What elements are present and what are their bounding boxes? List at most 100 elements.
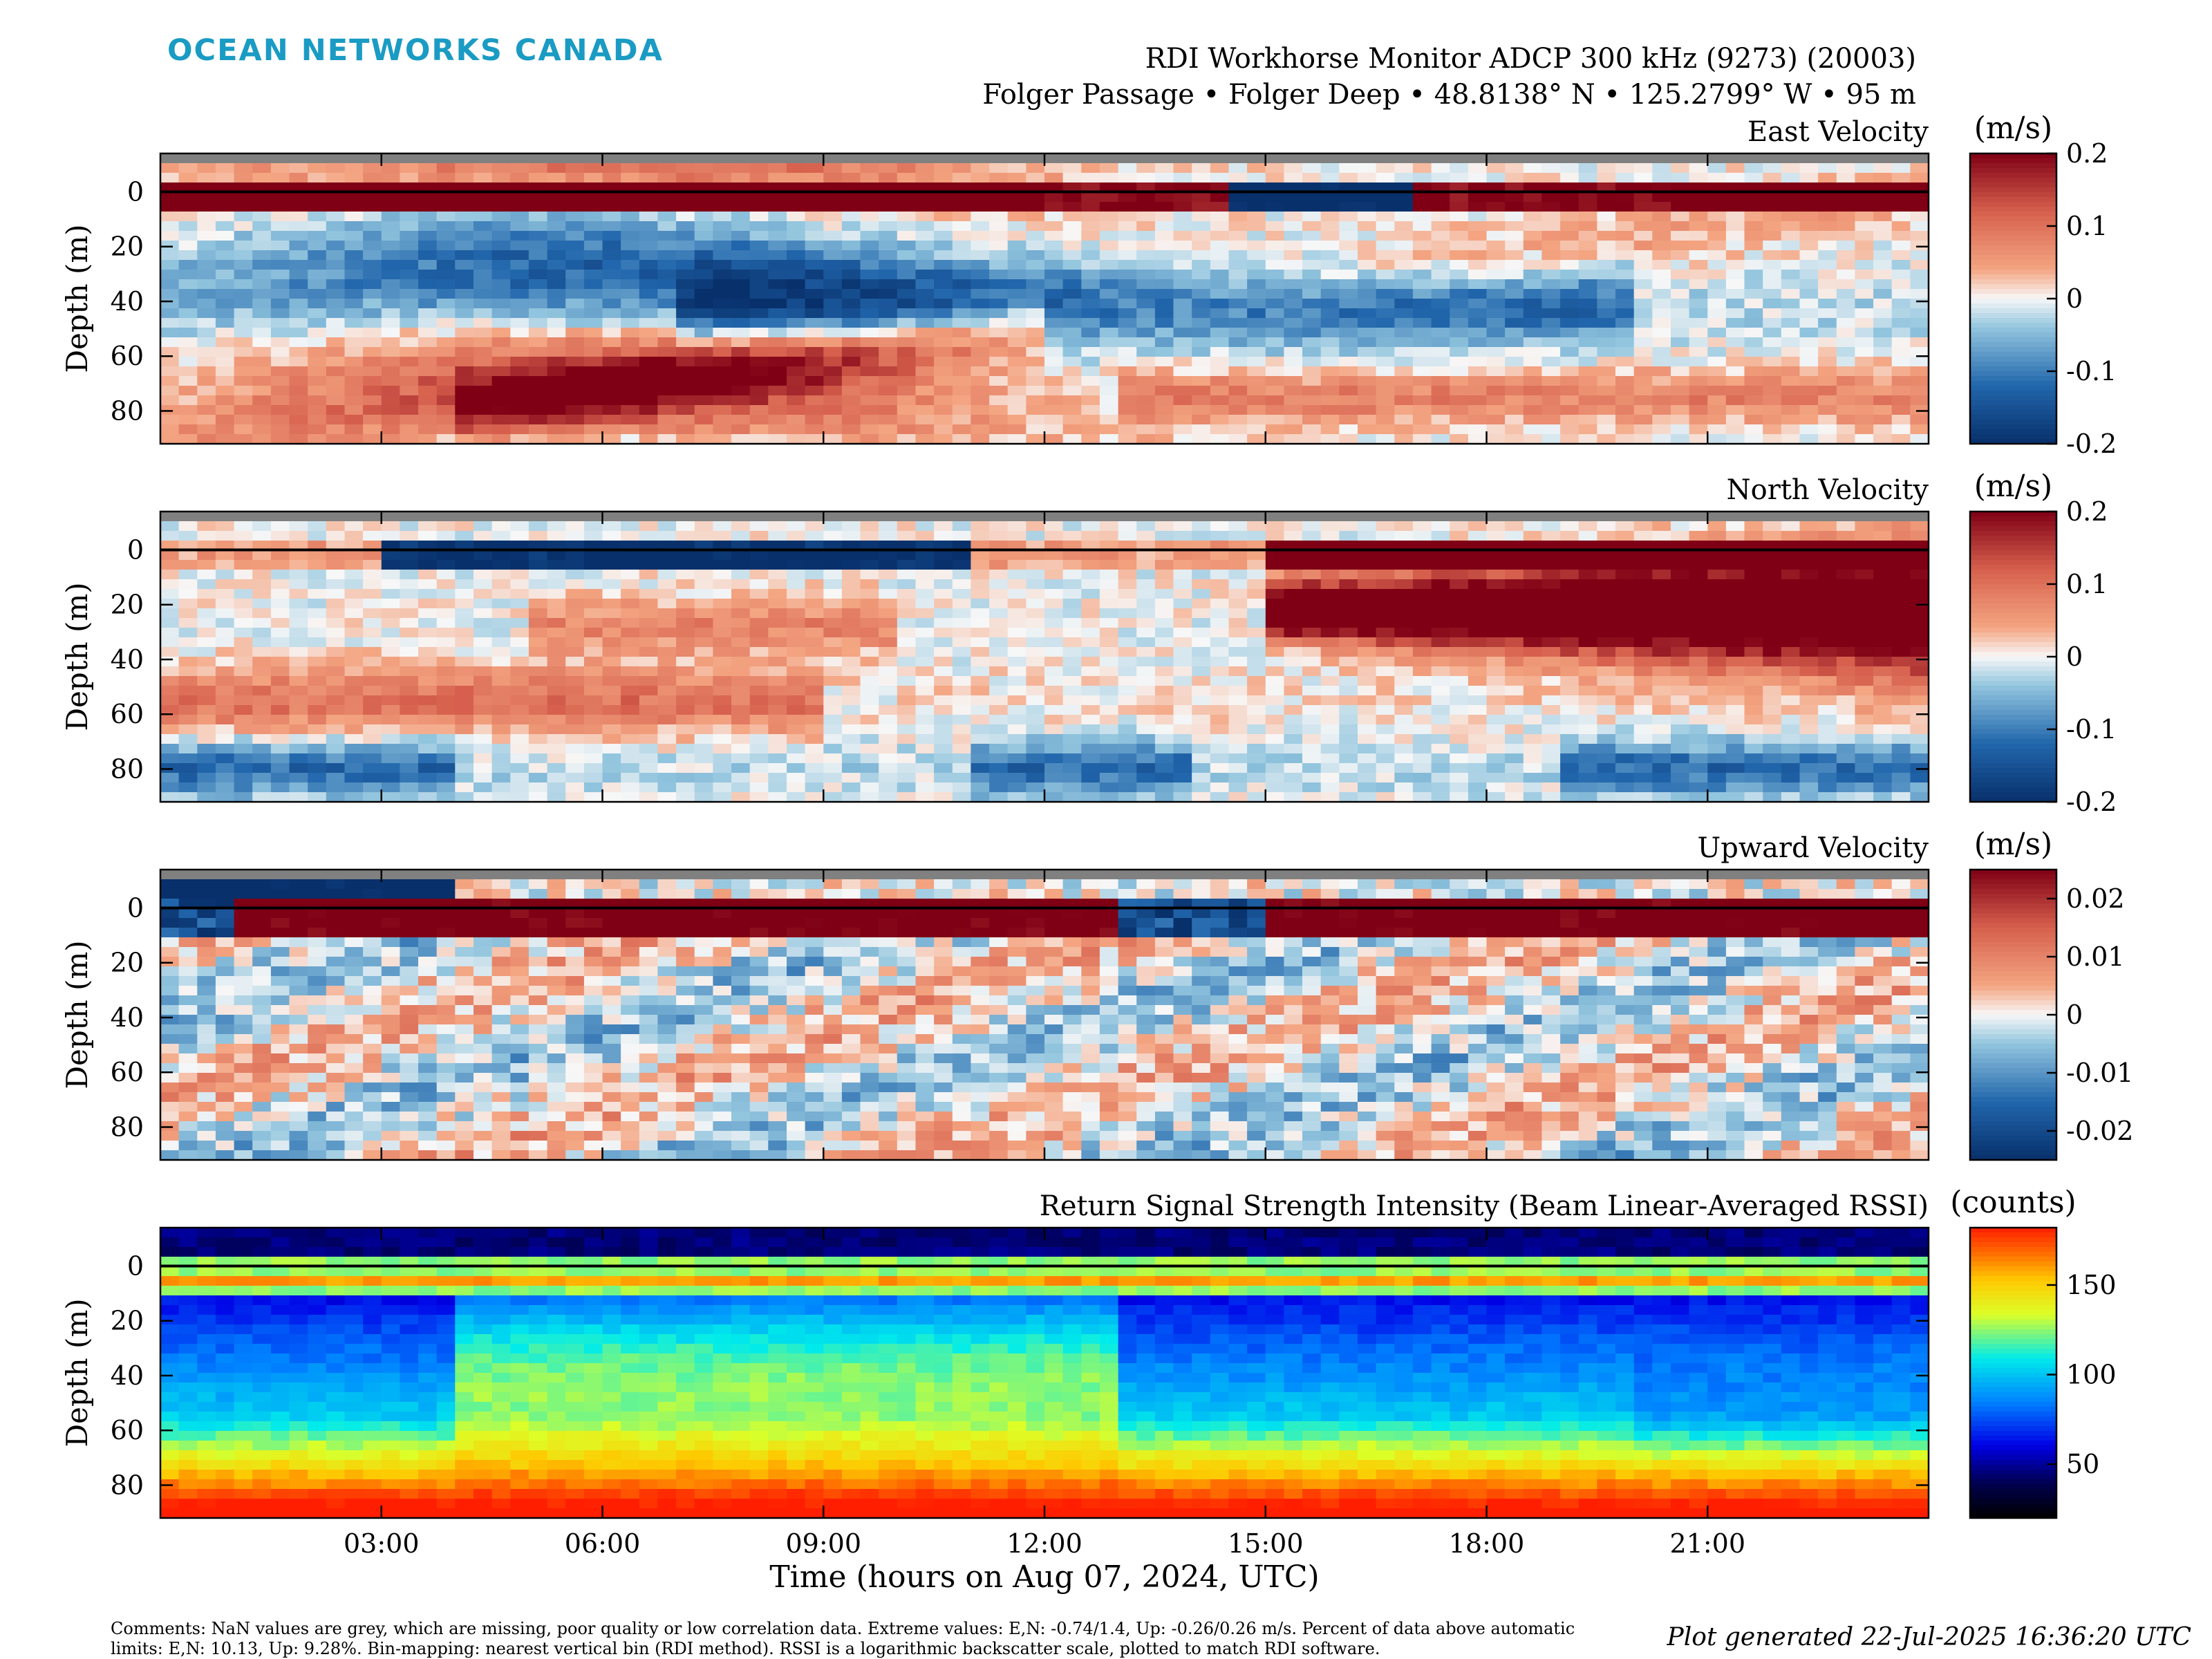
heatmap-cell (583, 773, 603, 783)
heatmap-cell (823, 415, 843, 425)
heatmap-cell (1781, 260, 1800, 270)
heatmap-cell (879, 753, 898, 764)
heatmap-cell (657, 560, 677, 570)
heatmap-cell (474, 405, 493, 415)
heatmap-cell (934, 792, 953, 803)
heatmap-cell (1154, 589, 1174, 599)
heatmap-cell (787, 231, 806, 241)
heatmap-cell (528, 792, 548, 803)
heatmap-cell (1818, 192, 1837, 203)
heatmap-cell (510, 299, 529, 309)
heatmap-cell (1192, 763, 1211, 774)
heatmap-cell (1302, 386, 1322, 396)
heatmap-cell (418, 715, 438, 725)
heatmap-cell (1099, 221, 1119, 232)
heatmap-cell (841, 521, 861, 532)
heatmap-cell (1633, 308, 1653, 319)
heatmap-cell (1284, 763, 1303, 774)
heatmap-cell (1394, 231, 1414, 241)
heatmap-cell (197, 666, 216, 677)
heatmap-cell (1339, 182, 1358, 193)
heatmap-cell (1394, 424, 1414, 435)
heatmap-cell (1615, 366, 1635, 377)
heatmap-cell (897, 541, 916, 551)
heatmap-cell (1763, 357, 1782, 367)
heatmap-cell (1118, 415, 1137, 425)
heatmap-cell (1154, 579, 1174, 590)
heatmap-cell (1302, 366, 1322, 377)
heatmap-cell (1284, 260, 1303, 270)
heatmap-cell (1431, 424, 1450, 435)
heatmap-cell (1154, 695, 1174, 706)
heatmap-cell (160, 753, 180, 764)
heatmap-cell (639, 686, 658, 696)
heatmap-cell (1450, 173, 1469, 183)
heatmap-cell (583, 366, 603, 377)
heatmap-cell (1192, 686, 1211, 696)
heatmap-cell (1725, 357, 1745, 367)
heatmap-cell (234, 773, 253, 783)
heatmap-cell (915, 589, 935, 599)
heatmap-cell (713, 153, 732, 164)
heatmap-cell (860, 434, 879, 444)
heatmap-cell (694, 318, 713, 328)
heatmap-cell (1376, 434, 1395, 444)
heatmap-cell (1541, 386, 1561, 396)
heatmap-cell (713, 647, 732, 657)
heatmap-cell (897, 637, 916, 648)
heatmap-cell (749, 753, 769, 764)
heatmap-cell (731, 753, 751, 764)
heatmap-cell (197, 676, 216, 686)
heatmap-cell (381, 647, 400, 657)
heatmap-cell (934, 637, 953, 648)
heatmap-cell (344, 366, 364, 377)
heatmap-cell (1081, 570, 1100, 580)
heatmap-cell (1523, 250, 1542, 261)
heatmap-cell (308, 182, 327, 193)
heatmap-cell (934, 405, 953, 415)
heatmap-cell (1099, 250, 1119, 261)
heatmap-cell (1081, 337, 1100, 348)
heatmap-cell (178, 541, 198, 551)
colorbar-step (1970, 226, 2056, 232)
heatmap-cell (1284, 308, 1303, 319)
heatmap-cell (879, 686, 898, 696)
heatmap-cell (1818, 357, 1837, 367)
heatmap-cell (1284, 579, 1303, 590)
heatmap-cell (1007, 608, 1027, 619)
heatmap-cell (436, 773, 456, 783)
heatmap-cell (381, 715, 400, 725)
heatmap-cell (1468, 231, 1488, 241)
heatmap-cell (694, 434, 713, 444)
heatmap-cell (510, 618, 529, 628)
heatmap-cell (308, 337, 327, 348)
heatmap-cell (1007, 212, 1027, 222)
heatmap-cell (1818, 299, 1837, 309)
heatmap-cell (1873, 241, 1893, 251)
heatmap-cell (455, 395, 474, 406)
heatmap-cell (1099, 676, 1119, 686)
heatmap-cell (1652, 299, 1671, 309)
heatmap-cell (308, 366, 327, 377)
heatmap-cell (491, 221, 511, 232)
heatmap-cell (455, 434, 474, 444)
heatmap-cell (1486, 270, 1506, 280)
heatmap-cell (1320, 386, 1340, 396)
heatmap-cell (1210, 395, 1229, 406)
heatmap-cell (1228, 434, 1248, 444)
heatmap-cell (1358, 608, 1377, 619)
heatmap-cell (1210, 666, 1229, 677)
heatmap-cell (1026, 686, 1045, 696)
heatmap-cell (178, 724, 198, 735)
heatmap-cell (400, 357, 419, 367)
heatmap-cell (583, 647, 603, 657)
heatmap-cell (657, 637, 677, 648)
heatmap-cell (657, 221, 677, 232)
heatmap-cell (583, 686, 603, 696)
heatmap-cell (252, 279, 272, 290)
heatmap-cell (1136, 318, 1156, 328)
heatmap-cell (326, 202, 345, 212)
heatmap-cell (565, 560, 585, 570)
heatmap-cell (400, 734, 419, 744)
heatmap-cell (344, 734, 364, 744)
